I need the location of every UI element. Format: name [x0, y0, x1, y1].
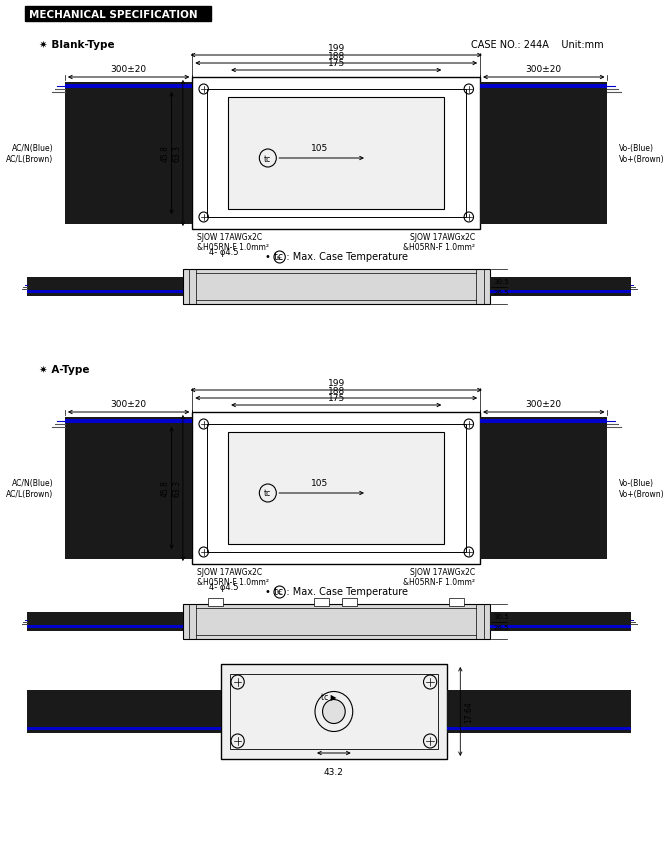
- Text: 175: 175: [328, 59, 345, 68]
- Bar: [27, 625, 183, 629]
- Bar: [65, 420, 192, 423]
- Text: 300±20: 300±20: [111, 65, 147, 74]
- Bar: [490, 625, 631, 629]
- Bar: [447, 690, 631, 733]
- Text: 4- φ4.5: 4- φ4.5: [209, 247, 239, 257]
- Text: 188: 188: [328, 52, 345, 61]
- Text: SJOW 17AWGx2C
&H05RN-F 1.0mm²: SJOW 17AWGx2C &H05RN-F 1.0mm²: [403, 233, 476, 252]
- Text: 30.5: 30.5: [493, 613, 509, 619]
- Text: 105: 105: [311, 144, 328, 153]
- Bar: [314, 598, 329, 606]
- Bar: [65, 83, 192, 224]
- Bar: [183, 604, 490, 639]
- Text: 63.3: 63.3: [172, 145, 181, 162]
- Text: 17.64: 17.64: [464, 701, 473, 722]
- Bar: [208, 598, 224, 606]
- Text: 26.5: 26.5: [493, 624, 509, 630]
- Text: 188: 188: [328, 386, 345, 396]
- Text: 300±20: 300±20: [526, 399, 562, 409]
- Text: tc: tc: [277, 589, 283, 595]
- Text: Vo-(Blue)
Vo+(Brown): Vo-(Blue) Vo+(Brown): [619, 144, 665, 164]
- Bar: [192, 78, 480, 229]
- Bar: [27, 690, 220, 733]
- Text: 26.5: 26.5: [493, 289, 509, 295]
- Text: SJOW 17AWGx2C
&H05RN-F 1.0mm²: SJOW 17AWGx2C &H05RN-F 1.0mm²: [197, 233, 269, 252]
- Text: 300±20: 300±20: [111, 399, 147, 409]
- Text: 63.3: 63.3: [172, 480, 181, 497]
- Text: 105: 105: [311, 479, 328, 487]
- Text: 45.8: 45.8: [161, 145, 170, 162]
- Text: SJOW 17AWGx2C
&H05RN-F 1.0mm²: SJOW 17AWGx2C &H05RN-F 1.0mm²: [197, 567, 269, 587]
- Text: ✷ Blank-Type: ✷ Blank-Type: [39, 40, 114, 50]
- Bar: [192, 413, 480, 565]
- Text: MECHANICAL SPECIFICATION: MECHANICAL SPECIFICATION: [29, 9, 198, 20]
- Bar: [228, 98, 444, 210]
- Bar: [342, 598, 358, 606]
- Bar: [27, 291, 183, 293]
- Bar: [480, 83, 608, 224]
- Text: ✷ A-Type: ✷ A-Type: [39, 364, 89, 374]
- Text: 175: 175: [328, 393, 345, 403]
- Bar: [220, 664, 447, 759]
- Bar: [206, 425, 466, 553]
- Bar: [447, 727, 631, 730]
- Text: CASE NO.: 244A    Unit:mm: CASE NO.: 244A Unit:mm: [471, 40, 603, 50]
- Bar: [65, 85, 192, 89]
- Bar: [490, 291, 631, 293]
- Bar: [449, 598, 464, 606]
- Bar: [25, 7, 211, 22]
- Text: 43.2: 43.2: [324, 767, 344, 776]
- Text: SJOW 17AWGx2C
&H05RN-F 1.0mm²: SJOW 17AWGx2C &H05RN-F 1.0mm²: [403, 567, 476, 587]
- Text: 199: 199: [328, 379, 345, 387]
- Bar: [228, 432, 444, 544]
- Bar: [206, 90, 466, 218]
- Bar: [230, 674, 438, 749]
- Text: • tc : Max. Case Temperature: • tc : Max. Case Temperature: [265, 586, 408, 596]
- Bar: [480, 420, 608, 423]
- Text: tc: tc: [264, 154, 271, 163]
- Text: 45.8: 45.8: [161, 480, 170, 496]
- Text: 300±20: 300±20: [526, 65, 562, 74]
- Bar: [490, 277, 631, 297]
- Bar: [27, 277, 183, 297]
- Bar: [65, 417, 192, 560]
- Text: tc: tc: [277, 255, 283, 260]
- Text: • tc : Max. Case Temperature: • tc : Max. Case Temperature: [265, 252, 408, 262]
- Bar: [27, 612, 183, 631]
- Bar: [480, 85, 608, 89]
- Text: AC/N(Blue)
AC/L(Brown): AC/N(Blue) AC/L(Brown): [7, 479, 54, 498]
- Text: tc ▶: tc ▶: [322, 693, 337, 702]
- Text: AC/N(Blue)
AC/L(Brown): AC/N(Blue) AC/L(Brown): [7, 144, 54, 164]
- Bar: [183, 270, 490, 305]
- Text: 199: 199: [328, 44, 345, 53]
- Bar: [490, 612, 631, 631]
- Bar: [480, 417, 608, 560]
- Circle shape: [322, 699, 345, 723]
- Text: 4- φ4.5: 4- φ4.5: [209, 583, 239, 591]
- Bar: [27, 727, 220, 730]
- Text: 30.5: 30.5: [493, 279, 509, 285]
- Text: Vo-(Blue)
Vo+(Brown): Vo-(Blue) Vo+(Brown): [619, 479, 665, 498]
- Text: tc: tc: [264, 489, 271, 498]
